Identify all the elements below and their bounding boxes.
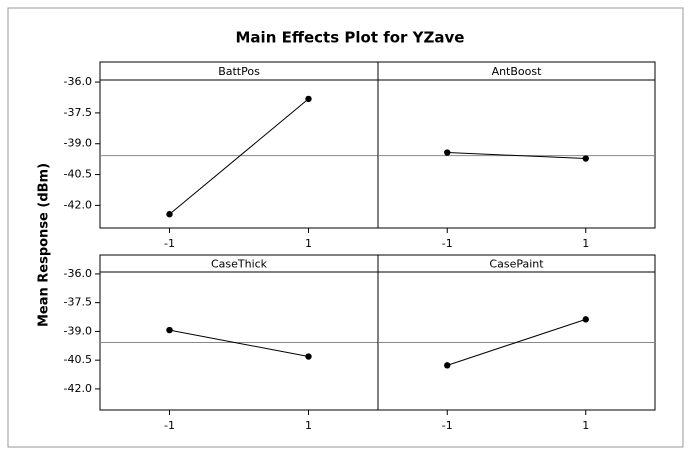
panel-frame	[377, 61, 656, 229]
panel-title: CasePaint	[489, 258, 544, 271]
point	[166, 326, 173, 334]
effect-line	[169, 98, 309, 215]
x-tick-label: 1	[305, 419, 312, 432]
effect-line	[447, 152, 586, 160]
y-tick-label: -37.5	[64, 296, 92, 309]
panel-title: AntBoost	[492, 65, 543, 78]
point	[582, 155, 589, 162]
effect-line	[169, 329, 309, 358]
x-tick-label: -1	[442, 419, 453, 432]
effect-line	[447, 318, 586, 366]
y-tick-label: -42.0	[64, 382, 92, 395]
point	[305, 95, 312, 103]
panel-title: BattPos	[218, 65, 260, 78]
y-tick-label: -40.5	[64, 168, 92, 181]
y-tick-label: -42.0	[64, 198, 92, 211]
x-tick-label: -1	[164, 237, 175, 250]
x-tick-label: 1	[582, 237, 589, 250]
y-tick-label: -36.0	[64, 267, 92, 280]
x-tick-label: -1	[164, 419, 175, 432]
y-axis-label: Mean Response (dBm)	[37, 163, 52, 327]
panel-title: CaseThick	[211, 258, 268, 271]
point	[444, 149, 451, 156]
x-tick-label: 1	[582, 419, 589, 432]
point	[305, 353, 312, 360]
x-tick-label: -1	[442, 237, 453, 250]
point	[166, 211, 173, 218]
point	[582, 316, 589, 323]
y-tick-label: -39.0	[64, 137, 92, 150]
y-tick-label: -40.5	[64, 353, 92, 366]
x-tick-label: 1	[305, 237, 312, 250]
y-tick-label: -36.0	[64, 75, 92, 88]
y-tick-label: -39.0	[64, 324, 92, 337]
y-tick-label: -37.5	[64, 106, 92, 119]
point	[444, 362, 451, 369]
chart-title: Main Effects Plot for YZave	[236, 29, 465, 47]
panel-frame	[377, 254, 656, 411]
